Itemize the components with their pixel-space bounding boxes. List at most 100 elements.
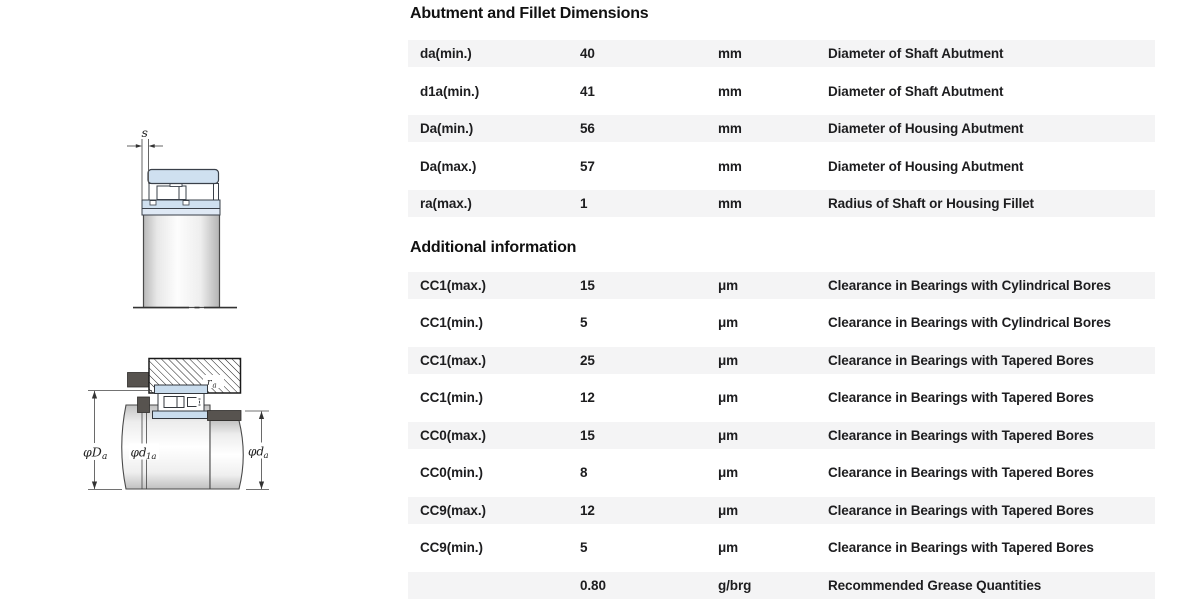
param-label: da(min.) — [420, 46, 472, 61]
param-label: CC1(min.) — [420, 390, 483, 405]
table-row: CC1(max.) 15 μm Clearance in Bearings wi… — [408, 271, 1155, 299]
bearing-roller — [163, 396, 185, 408]
param-unit: μm — [718, 502, 739, 518]
param-unit: mm — [718, 121, 742, 136]
param-value: 40 — [580, 46, 595, 61]
phantom-roller-dashes — [198, 398, 201, 406]
s-dimension — [127, 139, 163, 200]
param-unit: μm — [718, 315, 739, 330]
param-desc: Clearance in Bearings with Tapered Bores — [828, 465, 1094, 480]
table-row: CC0(min.) 8 μm Clearance in Bearings wit… — [408, 459, 1155, 486]
shaft-abutment-dia-1-label: φd — [131, 446, 147, 460]
param-label: CC1(min.) — [420, 315, 483, 330]
phantom-roller-bracket — [187, 397, 197, 407]
param-value: 15 — [580, 427, 595, 443]
param-value: 25 — [580, 352, 595, 368]
param-value: 12 — [580, 502, 595, 518]
shaft-step — [209, 419, 244, 490]
arrowhead-down — [91, 481, 98, 489]
param-label: CC0(max.) — [420, 427, 486, 443]
fillet-label-bg — [203, 375, 224, 388]
param-desc: Clearance in Bearings with Tapered Bores — [828, 540, 1094, 555]
cage-notch — [182, 200, 190, 206]
inner-ring-rib — [141, 208, 221, 216]
table-row: Da(max.) 57 mm Diameter of Housing Abutm… — [408, 152, 1155, 180]
param-desc: Recommended Grease Quantities — [828, 577, 1042, 593]
table-row: Da(min.) 56 mm Diameter of Housing Abutm… — [408, 115, 1155, 142]
param-desc: Clearance in Bearings with Cylindrical B… — [828, 315, 1111, 330]
param-unit: μm — [718, 465, 739, 480]
table-row: da(min.) 40 mm Diameter of Shaft Abutmen… — [408, 40, 1155, 67]
arrowhead-down — [258, 481, 265, 489]
param-desc: Clearance in Bearings with Tapered Bores — [828, 352, 1094, 368]
fillet-radius-label: r — [207, 377, 213, 388]
table-row: d1a(min.) 41 mm Diameter of Shaft Abutme… — [408, 77, 1155, 105]
bearing-outer-ring — [154, 384, 208, 394]
param-value: 12 — [580, 390, 595, 405]
table-row: CC9(max.) 12 μm Clearance in Bearings wi… — [408, 496, 1155, 524]
param-value: 0.80 — [580, 577, 606, 593]
param-unit: mm — [718, 83, 742, 99]
param-value: 5 — [580, 540, 588, 555]
param-label: CC9(min.) — [420, 540, 483, 555]
outer-ring — [147, 168, 220, 185]
additional-table: CC1(max.) 15 μm Clearance in Bearings wi… — [408, 271, 1155, 599]
roller — [156, 185, 187, 200]
param-desc: Radius of Shaft or Housing Fillet — [828, 196, 1034, 211]
abutment-table: da(min.) 40 mm Diameter of Shaft Abutmen… — [408, 40, 1155, 217]
table-row: CC1(min.) 5 μm Clearance in Bearings wit… — [408, 309, 1155, 336]
param-unit: μm — [718, 427, 739, 443]
housing-abutment-dia-label: φD — [83, 445, 102, 460]
param-desc: Clearance in Bearings with Cylindrical B… — [828, 277, 1111, 293]
dim-s-label: s — [142, 125, 148, 140]
param-desc: Diameter of Housing Abutment — [828, 121, 1024, 136]
param-value: 5 — [580, 315, 588, 330]
param-unit: mm — [718, 196, 742, 211]
shaft-abutment-dia-1-sub: 1a — [146, 452, 156, 462]
table-row: CC1(max.) 25 μm Clearance in Bearings wi… — [408, 346, 1155, 374]
param-desc: Diameter of Housing Abutment — [828, 158, 1024, 174]
param-unit: μm — [718, 277, 739, 293]
param-unit: mm — [718, 46, 742, 61]
label-bg — [129, 443, 159, 460]
spec-tables: Abutment and Fillet Dimensions da(min.) … — [408, 0, 1155, 609]
param-value: 41 — [580, 83, 595, 99]
shaft-abutment-dia-sub: a — [264, 451, 269, 461]
label-bg — [81, 443, 115, 460]
bearing-mounting-diagram: r a φD a φd 1a φd a — [81, 357, 277, 490]
param-value: 56 — [580, 121, 595, 136]
param-label: CC0(min.) — [420, 465, 483, 480]
bearing-inner-ring — [152, 410, 208, 419]
param-desc: Clearance in Bearings with Tapered Bores — [828, 390, 1094, 405]
dim-housing-abutment — [88, 390, 152, 490]
section-title-additional: Additional information — [410, 238, 577, 256]
param-label: CC1(max.) — [420, 352, 486, 368]
table-row: CC0(max.) 15 μm Clearance in Bearings wi… — [408, 421, 1155, 449]
param-label: CC9(max.) — [420, 502, 486, 518]
cage-notch — [149, 200, 157, 206]
shaft-abutment-sleeve — [207, 410, 242, 421]
param-label: Da(max.) — [420, 158, 477, 174]
section-title-abutment: Abutment and Fillet Dimensions — [410, 5, 649, 22]
param-value: 1 — [580, 196, 588, 211]
label-bg — [246, 442, 277, 459]
table-row: ra(max.) 1 mm Radius of Shaft or Housing… — [408, 190, 1155, 217]
shaft-abutment-dia-label: φd — [248, 445, 264, 459]
bearing-cross-section-diagram: s — [127, 125, 237, 309]
arrowhead-up — [91, 391, 98, 399]
shaft — [142, 213, 221, 309]
param-label: ra(max.) — [420, 196, 472, 211]
param-unit: mm — [718, 158, 742, 174]
arrowhead-left — [148, 144, 155, 148]
param-value: 15 — [580, 277, 595, 293]
param-value: 57 — [580, 158, 595, 174]
param-unit: μm — [718, 352, 739, 368]
housing-abutment-block — [127, 372, 151, 388]
housing-abutment-dia-sub: a — [102, 452, 107, 462]
param-desc: Diameter of Shaft Abutment — [828, 83, 1004, 99]
param-label: CC1(max.) — [420, 277, 486, 293]
param-label: d1a(min.) — [420, 83, 480, 99]
param-unit: g/brg — [718, 577, 752, 593]
param-value: 8 — [580, 465, 588, 480]
fillet-radius-sub: a — [213, 382, 217, 390]
